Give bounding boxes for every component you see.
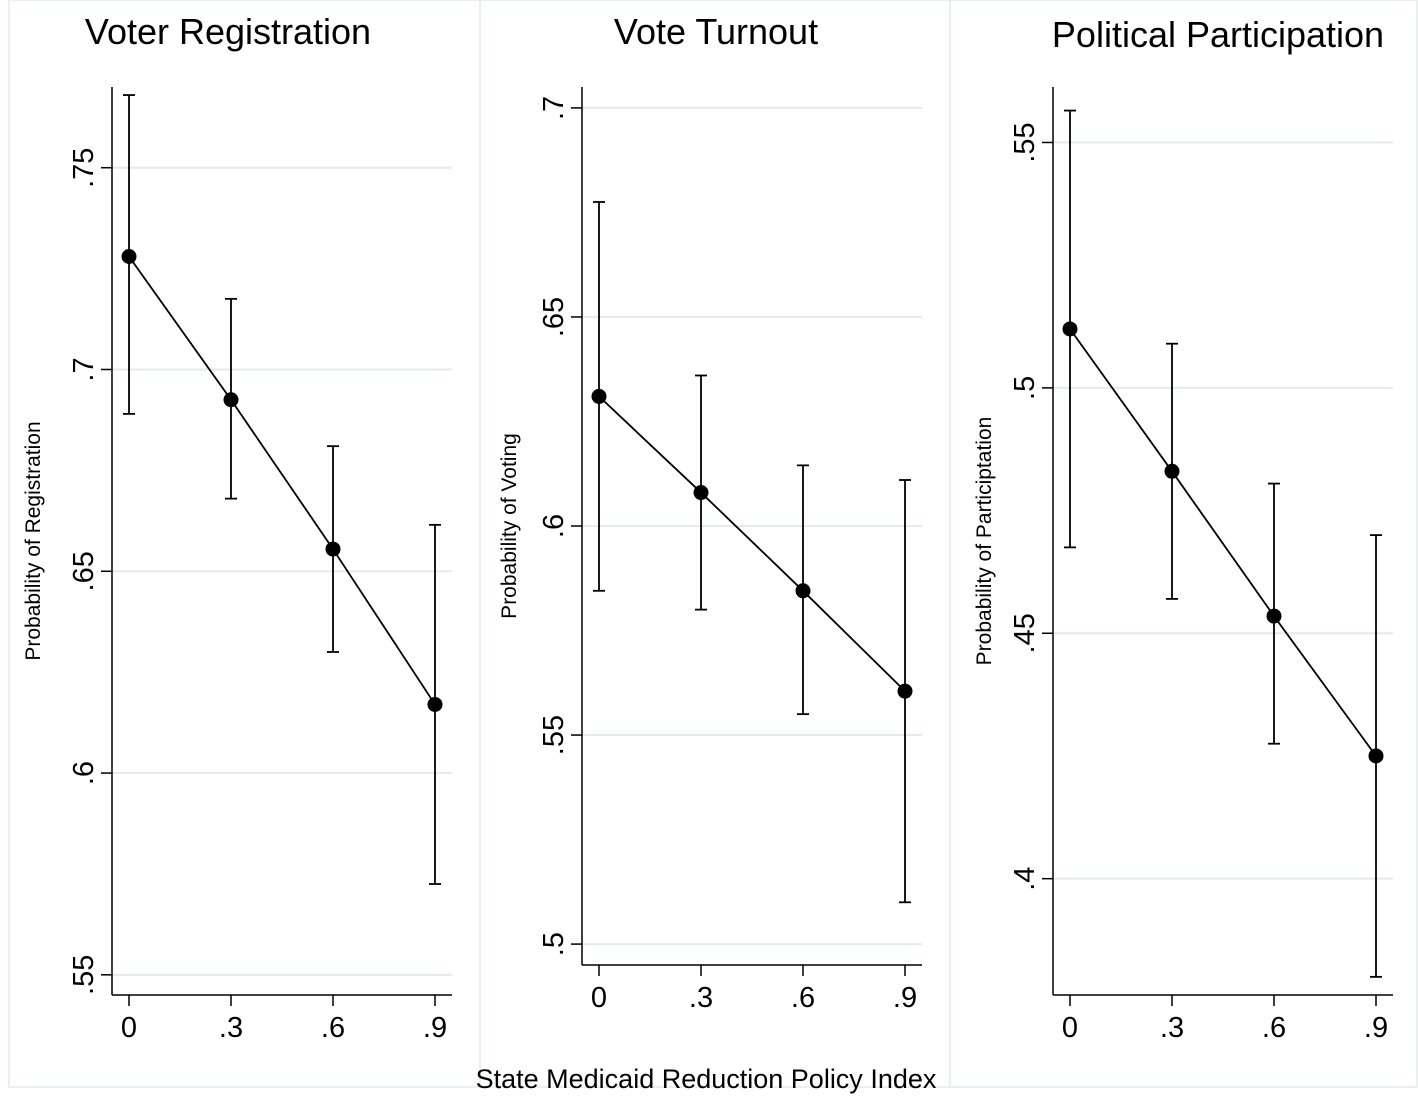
data-point xyxy=(1266,608,1282,624)
y-tick-label: .5 xyxy=(1009,376,1041,400)
chart-title: Vote Turnout xyxy=(614,11,818,52)
chart-panel: Voter Registration Probability of Registr… xyxy=(22,11,452,1044)
x-axis-label: State Medicaid Reduction Policy Index xyxy=(476,1064,937,1094)
series-line xyxy=(1069,328,1377,757)
data-point xyxy=(1062,321,1078,337)
chart-title: Political Participation xyxy=(1052,14,1384,55)
data-point xyxy=(1368,748,1384,764)
data-point xyxy=(591,388,607,404)
data-point xyxy=(223,392,239,408)
x-tick-label: .9 xyxy=(423,1012,447,1044)
data-point xyxy=(897,683,913,699)
x-tick-label: .6 xyxy=(1262,1012,1286,1044)
series-line xyxy=(128,255,436,705)
y-tick-label: .55 xyxy=(1009,122,1041,162)
x-tick-label: 0 xyxy=(591,982,607,1014)
y-tick-label: .6 xyxy=(68,761,100,785)
x-tick-label: .3 xyxy=(1160,1012,1184,1044)
data-point xyxy=(325,541,341,557)
x-tick-label: 0 xyxy=(121,1012,137,1044)
y-tick-label: .75 xyxy=(68,148,100,188)
x-tick-label: .6 xyxy=(791,982,815,1014)
x-tick-label: .9 xyxy=(893,982,917,1014)
y-tick-label: .55 xyxy=(538,715,570,755)
y-tick-label: .6 xyxy=(538,514,570,538)
y-tick-label: .65 xyxy=(68,551,100,591)
y-tick-label: .7 xyxy=(68,357,100,381)
x-tick-label: .9 xyxy=(1364,1012,1388,1044)
y-tick-label: .4 xyxy=(1009,867,1041,891)
y-axis-label: Probability of Voting xyxy=(498,433,521,619)
x-tick-label: .3 xyxy=(689,982,713,1014)
y-axis-label: Probability of Participtation xyxy=(973,417,996,666)
data-point xyxy=(795,583,811,599)
y-tick-label: .5 xyxy=(538,932,570,956)
y-tick-label: .55 xyxy=(68,955,100,995)
series-line xyxy=(598,395,906,692)
y-axis-label: Probability of Registration xyxy=(22,421,45,660)
y-tick-label: .7 xyxy=(538,96,570,120)
data-point xyxy=(427,696,443,712)
data-point xyxy=(693,485,709,501)
y-tick-label: .45 xyxy=(1009,613,1041,653)
x-tick-label: 0 xyxy=(1062,1012,1078,1044)
x-tick-label: .3 xyxy=(219,1012,243,1044)
chart-panel: Political Participation Probability of Pa… xyxy=(949,0,1393,1087)
panels: Voter Registration Probability of Registr… xyxy=(22,0,1393,1087)
data-point xyxy=(121,248,137,264)
y-tick-label: .65 xyxy=(538,297,570,337)
data-point xyxy=(1164,463,1180,479)
chart-panel: Vote Turnout Probability of Voting .5 .55 .6… xyxy=(479,0,922,1087)
chart-title: Voter Registration xyxy=(85,11,371,52)
x-tick-label: .6 xyxy=(321,1012,345,1044)
